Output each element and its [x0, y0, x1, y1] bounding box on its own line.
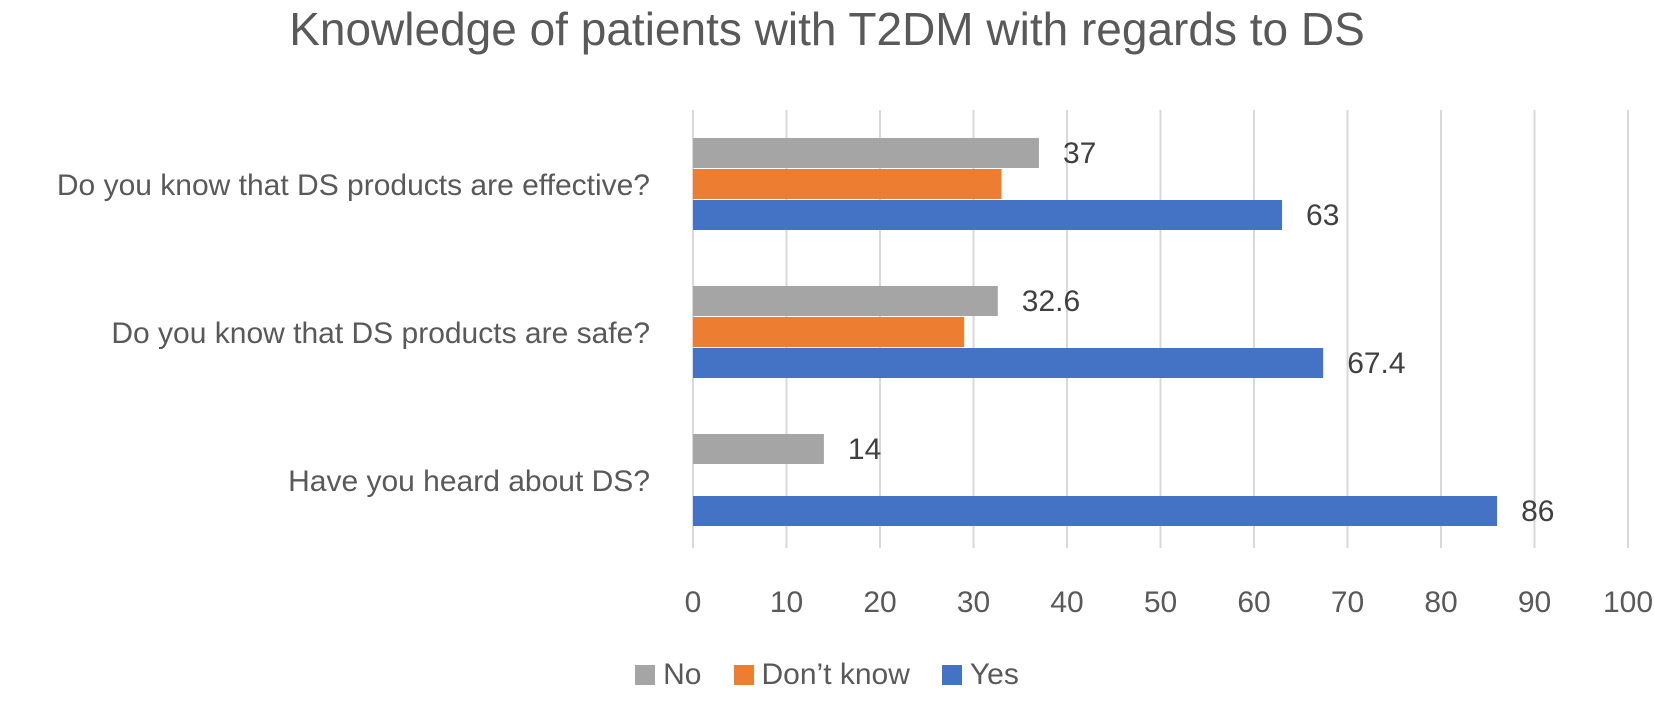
- data-label: 37: [1063, 137, 1096, 170]
- bar-don-t-know: [693, 317, 965, 347]
- bar-don-t-know: [693, 169, 1002, 199]
- x-tick-label: 40: [1050, 586, 1083, 619]
- data-label: 63: [1306, 199, 1339, 232]
- x-tick-labels: 0 10 20 30 40 50 60 70 80 90 100: [685, 586, 1653, 619]
- chart-title: Knowledge of patients with T2DM with reg…: [289, 3, 1365, 55]
- x-tick-label: 60: [1237, 586, 1270, 619]
- bar-yes: [693, 200, 1283, 230]
- legend-item: Yes: [941, 658, 1019, 692]
- x-tick-label: 70: [1331, 586, 1364, 619]
- category-labels: Do you know that DS products are effecti…: [57, 169, 650, 498]
- category-label: Do you know that DS products are safe?: [111, 317, 650, 350]
- x-tick-label: 90: [1518, 586, 1551, 619]
- legend-swatch: [941, 665, 962, 685]
- data-label: 67.4: [1347, 347, 1405, 380]
- x-tick-label: 80: [1424, 586, 1457, 619]
- bar-yes: [693, 348, 1324, 378]
- category-label: Do you know that DS products are effecti…: [57, 169, 650, 202]
- category-label: Have you heard about DS?: [288, 465, 650, 498]
- legend: No Don’t know Yes: [0, 658, 1654, 692]
- legend-item: Don’t know: [733, 658, 910, 692]
- x-tick-label: 30: [957, 586, 990, 619]
- data-label: 14: [848, 433, 881, 466]
- legend-label: No: [663, 658, 702, 691]
- bars: 37 63 32.6 67.4 14 86: [693, 137, 1554, 528]
- legend-swatch: [733, 665, 754, 685]
- data-label: 86: [1521, 495, 1554, 528]
- bar-no: [693, 138, 1039, 168]
- bar-yes: [693, 496, 1498, 526]
- legend-item: No: [635, 658, 702, 692]
- legend-swatch: [635, 665, 656, 685]
- x-tick-label: 50: [1144, 586, 1177, 619]
- x-tick-label: 100: [1603, 586, 1653, 619]
- x-tick-label: 0: [685, 586, 702, 619]
- x-tick-label: 10: [770, 586, 803, 619]
- data-label: 32.6: [1022, 285, 1080, 318]
- legend-label: Don’t know: [761, 658, 910, 691]
- legend-label: Yes: [969, 658, 1019, 691]
- bar-no: [693, 434, 824, 464]
- bar-no: [693, 286, 998, 316]
- x-tick-label: 20: [863, 586, 896, 619]
